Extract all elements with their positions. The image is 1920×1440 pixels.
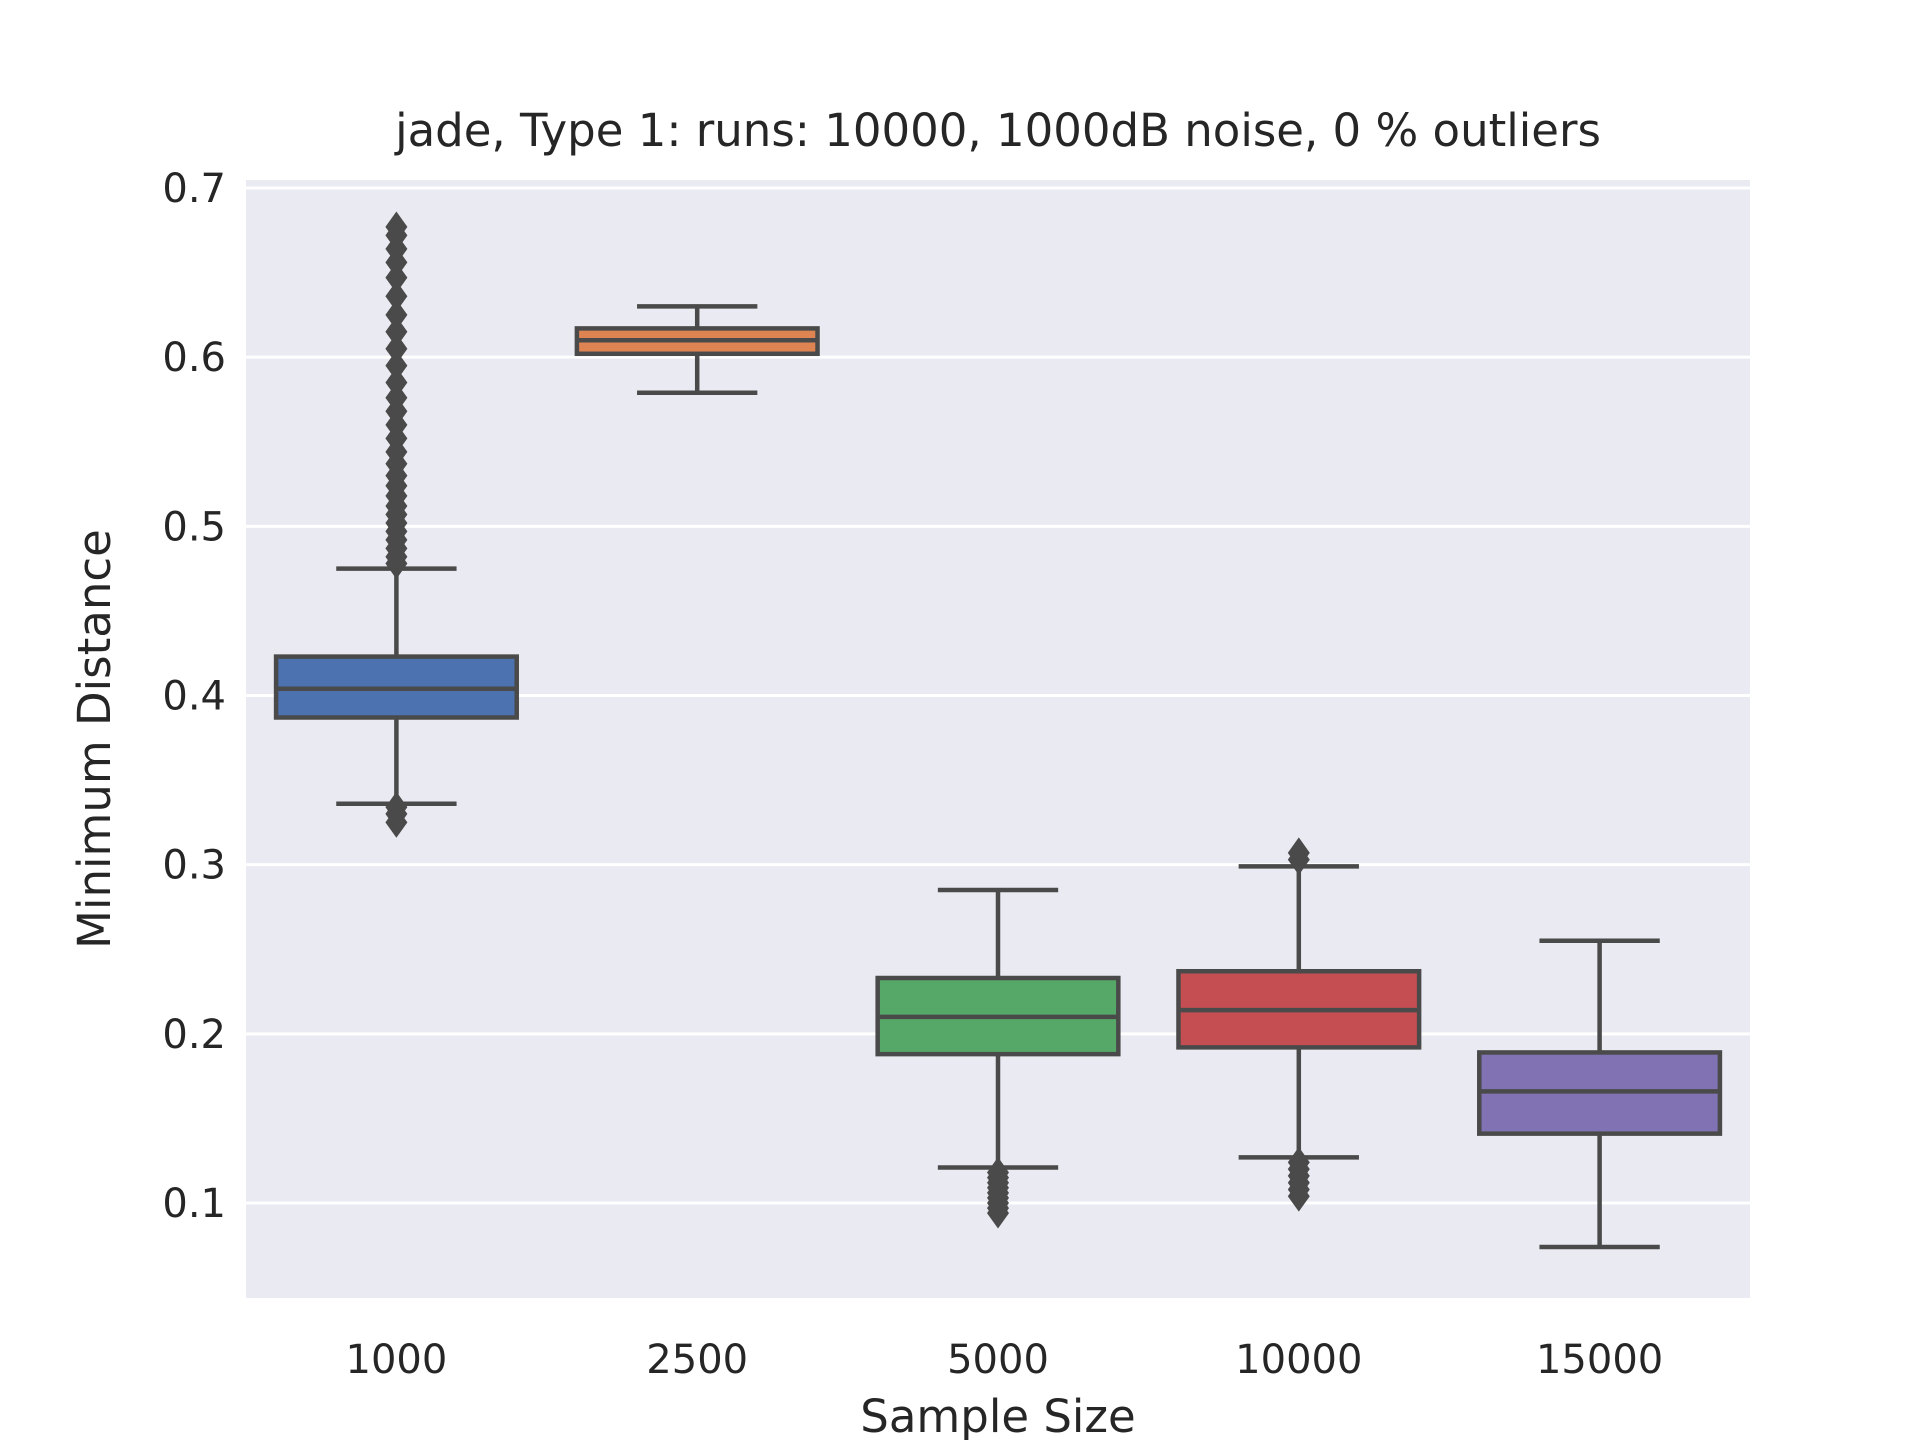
box-15000	[1477, 938, 1723, 1250]
flier-point	[1287, 837, 1310, 869]
y-tick-label: 0.6	[162, 335, 226, 381]
x-axis-label: Sample Size	[860, 1390, 1135, 1440]
x-tick-label: 2500	[646, 1337, 748, 1383]
chart-title: jade, Type 1: runs: 10000, 1000dB noise,…	[394, 104, 1601, 157]
y-tick-label: 0.2	[162, 1012, 226, 1058]
box-10000	[1176, 837, 1422, 1212]
y-tick-labels: 0.1 0.2 0.3 0.4 0.5 0.6 0.7	[162, 166, 226, 1227]
y-tick-label: 0.1	[162, 1181, 226, 1227]
x-tick-labels: 1000 2500 5000 10000 15000	[346, 1337, 1664, 1383]
y-tick-label: 0.7	[162, 166, 226, 212]
flier-point	[987, 1157, 1009, 1188]
flier-point	[385, 791, 408, 823]
y-tick-label: 0.3	[162, 843, 226, 889]
flier-point	[385, 333, 408, 365]
y-tick-label: 0.5	[162, 504, 226, 550]
flier-point	[385, 316, 408, 348]
x-tick-label: 10000	[1235, 1337, 1362, 1383]
flier-point	[385, 350, 408, 382]
flier-point	[385, 299, 408, 331]
flier-point	[385, 280, 408, 312]
y-axis-label: Minimum Distance	[68, 529, 121, 949]
x-tick-label: 15000	[1536, 1337, 1663, 1383]
flier-point	[385, 367, 408, 398]
box-2500	[574, 304, 820, 395]
box-1000	[273, 211, 519, 838]
flier-point	[385, 211, 408, 243]
flier-point	[1287, 1147, 1310, 1178]
box-5000	[875, 887, 1121, 1229]
y-tick-label: 0.4	[162, 674, 226, 720]
boxes-group	[273, 211, 1723, 1250]
x-tick-label: 1000	[346, 1337, 448, 1383]
x-tick-label: 5000	[947, 1337, 1049, 1383]
